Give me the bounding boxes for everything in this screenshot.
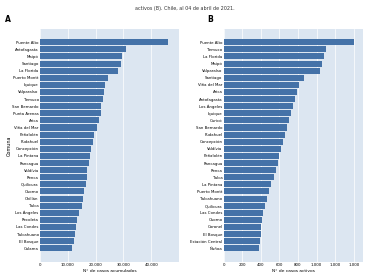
Bar — [40, 224, 76, 230]
Bar — [223, 132, 285, 138]
Bar — [40, 210, 80, 216]
Bar — [223, 89, 297, 95]
Bar — [40, 103, 101, 109]
Bar — [223, 82, 299, 88]
Bar — [40, 217, 77, 223]
Bar — [40, 203, 82, 209]
Bar — [223, 217, 262, 223]
Bar — [40, 238, 74, 244]
Bar — [40, 167, 87, 173]
Bar — [223, 117, 289, 123]
Bar — [40, 139, 93, 145]
Bar — [223, 96, 295, 102]
Bar — [223, 153, 279, 159]
Bar — [40, 146, 91, 152]
Bar — [40, 245, 72, 251]
Bar — [223, 60, 322, 67]
Bar — [40, 39, 168, 45]
Bar — [223, 146, 281, 152]
Text: A: A — [5, 15, 11, 24]
Bar — [223, 174, 274, 180]
Bar — [40, 68, 118, 74]
Bar — [40, 231, 75, 237]
Bar — [223, 139, 283, 145]
Bar — [40, 132, 94, 138]
Bar — [40, 89, 104, 95]
Text: B: B — [207, 15, 213, 24]
Bar — [40, 188, 84, 194]
Bar — [223, 125, 287, 130]
Bar — [40, 75, 108, 81]
Bar — [223, 110, 291, 116]
Bar — [223, 53, 324, 59]
Bar — [223, 238, 260, 244]
Bar — [223, 224, 261, 230]
Bar — [40, 46, 126, 52]
Bar — [223, 39, 354, 45]
Bar — [223, 210, 263, 216]
Bar — [223, 181, 271, 187]
Bar — [40, 117, 99, 123]
Bar — [40, 153, 90, 159]
Bar — [40, 181, 86, 187]
Bar — [223, 160, 279, 166]
Text: activos (B). Chile, al 04 de abril de 2021.: activos (B). Chile, al 04 de abril de 20… — [135, 6, 235, 11]
Bar — [223, 68, 320, 74]
Bar — [223, 46, 326, 52]
Bar — [40, 82, 105, 88]
Bar — [40, 53, 122, 59]
Bar — [40, 195, 83, 202]
Bar — [40, 125, 97, 130]
Bar — [223, 245, 259, 251]
Bar — [223, 103, 293, 109]
Bar — [40, 110, 101, 116]
Bar — [223, 188, 269, 194]
Bar — [40, 60, 121, 67]
Bar — [40, 160, 89, 166]
Bar — [223, 231, 260, 237]
Bar — [40, 96, 102, 102]
Y-axis label: Comuna: Comuna — [7, 135, 12, 155]
Bar — [223, 195, 267, 202]
Bar — [223, 75, 305, 81]
X-axis label: N° de casos activos: N° de casos activos — [272, 269, 315, 273]
X-axis label: N° de casos acumulados: N° de casos acumulados — [83, 269, 137, 273]
Bar — [223, 167, 276, 173]
Bar — [223, 203, 265, 209]
Bar — [40, 174, 87, 180]
